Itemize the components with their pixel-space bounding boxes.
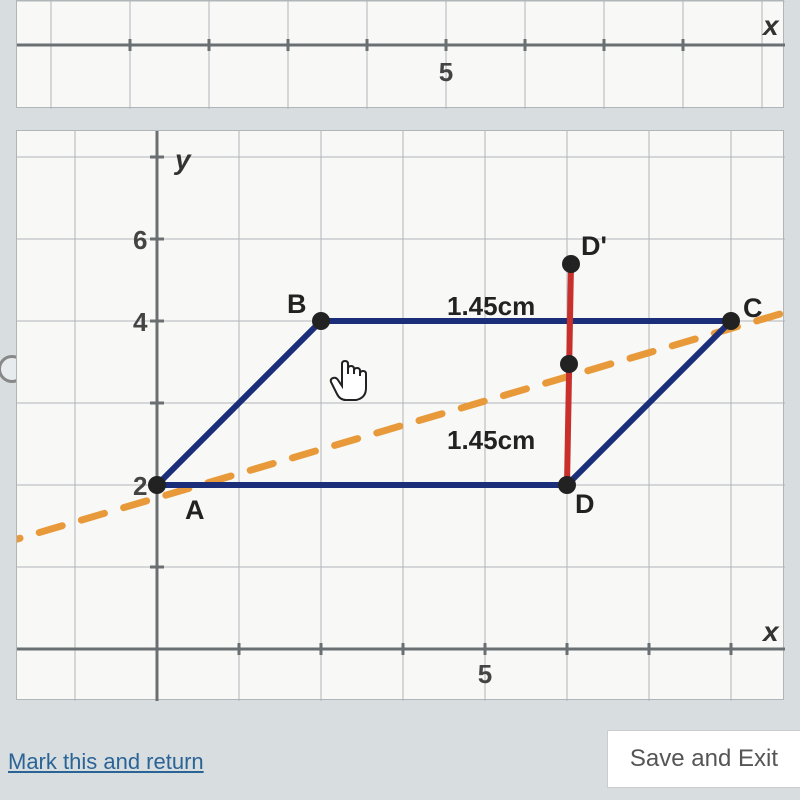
top-x-tick-5: 5 — [439, 57, 453, 87]
top-x-label: x — [761, 10, 780, 41]
main-grid-svg: y x 6 4 2 5 A B C D D' 1.45cm 1.45cm — [17, 131, 785, 701]
y-tick-4: 4 — [133, 307, 148, 337]
label-c: C — [743, 293, 763, 323]
diagonal-ac-dashed — [17, 309, 785, 545]
vertex-c — [722, 312, 740, 330]
red-perpendicular — [567, 264, 571, 485]
main-grid-panel: y x 6 4 2 5 A B C D D' 1.45cm 1.45cm — [16, 130, 784, 700]
save-and-exit-button[interactable]: Save and Exit — [607, 730, 800, 788]
x-tick-5: 5 — [478, 659, 492, 689]
label-d-prime: D' — [581, 231, 607, 261]
x-axis-label: x — [761, 616, 780, 647]
grid-lines — [17, 131, 785, 701]
y-tick-2: 2 — [133, 471, 147, 501]
y-tick-6: 6 — [133, 225, 147, 255]
red-midpoint — [560, 355, 578, 373]
label-d: D — [575, 489, 595, 519]
y-axis-label: y — [173, 144, 192, 175]
measure-top: 1.45cm — [447, 291, 535, 321]
label-b: B — [287, 289, 307, 319]
label-a: A — [185, 495, 205, 525]
point-d-prime — [562, 255, 580, 273]
top-grid-lines — [17, 1, 785, 109]
top-grid-svg: 5 x — [17, 1, 785, 109]
measure-bottom: 1.45cm — [447, 425, 535, 455]
top-grid-panel: 5 x — [16, 0, 784, 108]
vertex-d — [558, 476, 576, 494]
mark-and-return-link[interactable]: Mark this and return — [8, 749, 204, 775]
vertex-a — [148, 476, 166, 494]
vertex-b — [312, 312, 330, 330]
